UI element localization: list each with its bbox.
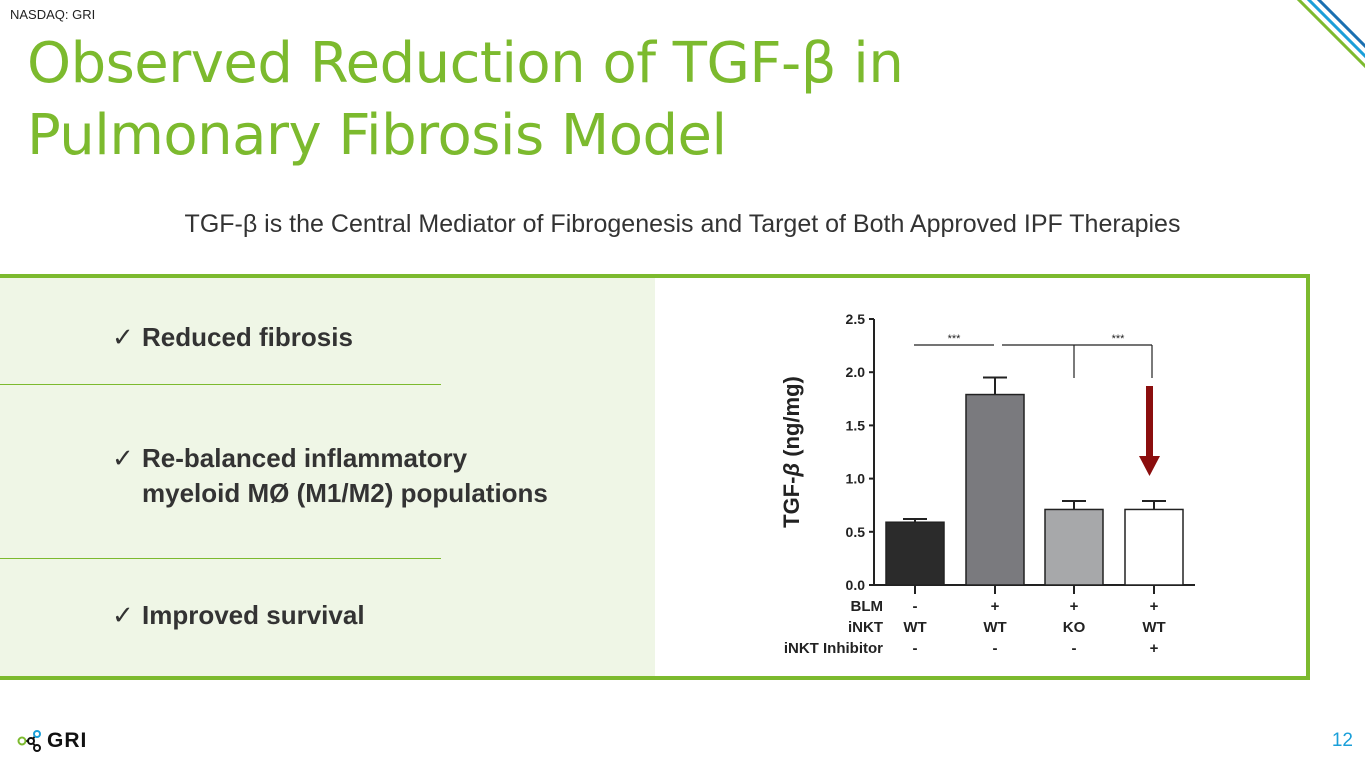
checkmark-icon: ✓: [112, 600, 134, 630]
condition-value: -: [993, 640, 998, 657]
slide-title-line-2: Pulmonary Fibrosis Model: [27, 103, 727, 168]
content-panel: ✓ Reduced fibrosis ✓ Re-balanced inflamm…: [0, 274, 1310, 680]
bar: [965, 393, 1025, 586]
y-tick-label: 2.5: [846, 311, 866, 327]
significance-label: ***: [1112, 333, 1126, 345]
bullet-text-line-2: myeloid MØ (M1/M2) populations: [142, 478, 548, 508]
y-tick-label: 1.0: [846, 471, 866, 487]
ticker-label: NASDAQ: GRI: [10, 7, 96, 22]
checkmark-icon: ✓: [112, 322, 134, 352]
condition-value: +: [1070, 598, 1079, 615]
condition-value: -: [913, 598, 918, 615]
condition-value: KO: [1063, 619, 1086, 636]
checkmark-icon: ✓: [112, 443, 134, 473]
bullet-text: Improved survival: [142, 600, 365, 630]
y-axis-title: TGF-β (ng/mg): [779, 376, 804, 528]
bullet-reduced-fibrosis: ✓ Reduced fibrosis: [112, 320, 353, 355]
condition-value: +: [1150, 640, 1159, 657]
y-tick-label: 0.5: [846, 524, 866, 540]
condition-value: WT: [983, 619, 1006, 636]
condition-value: WT: [1142, 619, 1165, 636]
reduction-arrow-head: [1139, 456, 1160, 476]
corner-stripes-decoration: [1296, 0, 1365, 69]
molecule-logo-icon: [17, 730, 41, 752]
bullet-text: Reduced fibrosis: [142, 322, 353, 352]
company-logo: GRI: [17, 728, 87, 754]
bullet-panel: ✓ Reduced fibrosis ✓ Re-balanced inflamm…: [0, 278, 655, 676]
condition-value: -: [913, 640, 918, 657]
slide-title-line-1: Observed Reduction of TGF-β in: [27, 31, 904, 96]
y-tick-label: 2.0: [846, 364, 866, 380]
slide-subtitle: TGF-β is the Central Mediator of Fibroge…: [184, 210, 1181, 238]
condition-value: +: [1150, 598, 1159, 615]
bar: [1044, 508, 1104, 586]
condition-row-label: iNKT Inhibitor: [784, 640, 883, 657]
slide-title: Observed Reduction of TGF-β in Pulmonary…: [27, 28, 904, 172]
significance-label: ***: [948, 333, 962, 345]
condition-row-label: BLM: [851, 598, 884, 615]
bar: [1124, 508, 1184, 586]
bullet-rebalanced-myeloid: ✓ Re-balanced inflammatory myeloid MØ (M…: [112, 441, 548, 511]
reduction-arrow-shaft: [1146, 386, 1153, 456]
condition-value: +: [991, 598, 1000, 615]
bullet-divider: [0, 558, 441, 559]
condition-row-label: iNKT: [848, 619, 883, 636]
y-tick-label: 0.0: [846, 577, 866, 593]
bar: [885, 521, 945, 586]
bullet-text-line-1: Re-balanced inflammatory: [142, 443, 468, 473]
bullet-improved-survival: ✓ Improved survival: [112, 598, 365, 633]
y-tick-label: 1.5: [846, 417, 866, 433]
logo-text: GRI: [47, 729, 88, 752]
bullet-divider: [0, 384, 441, 385]
condition-value: -: [1072, 640, 1077, 657]
condition-value: WT: [903, 619, 926, 636]
page-number: 12: [1331, 730, 1353, 751]
